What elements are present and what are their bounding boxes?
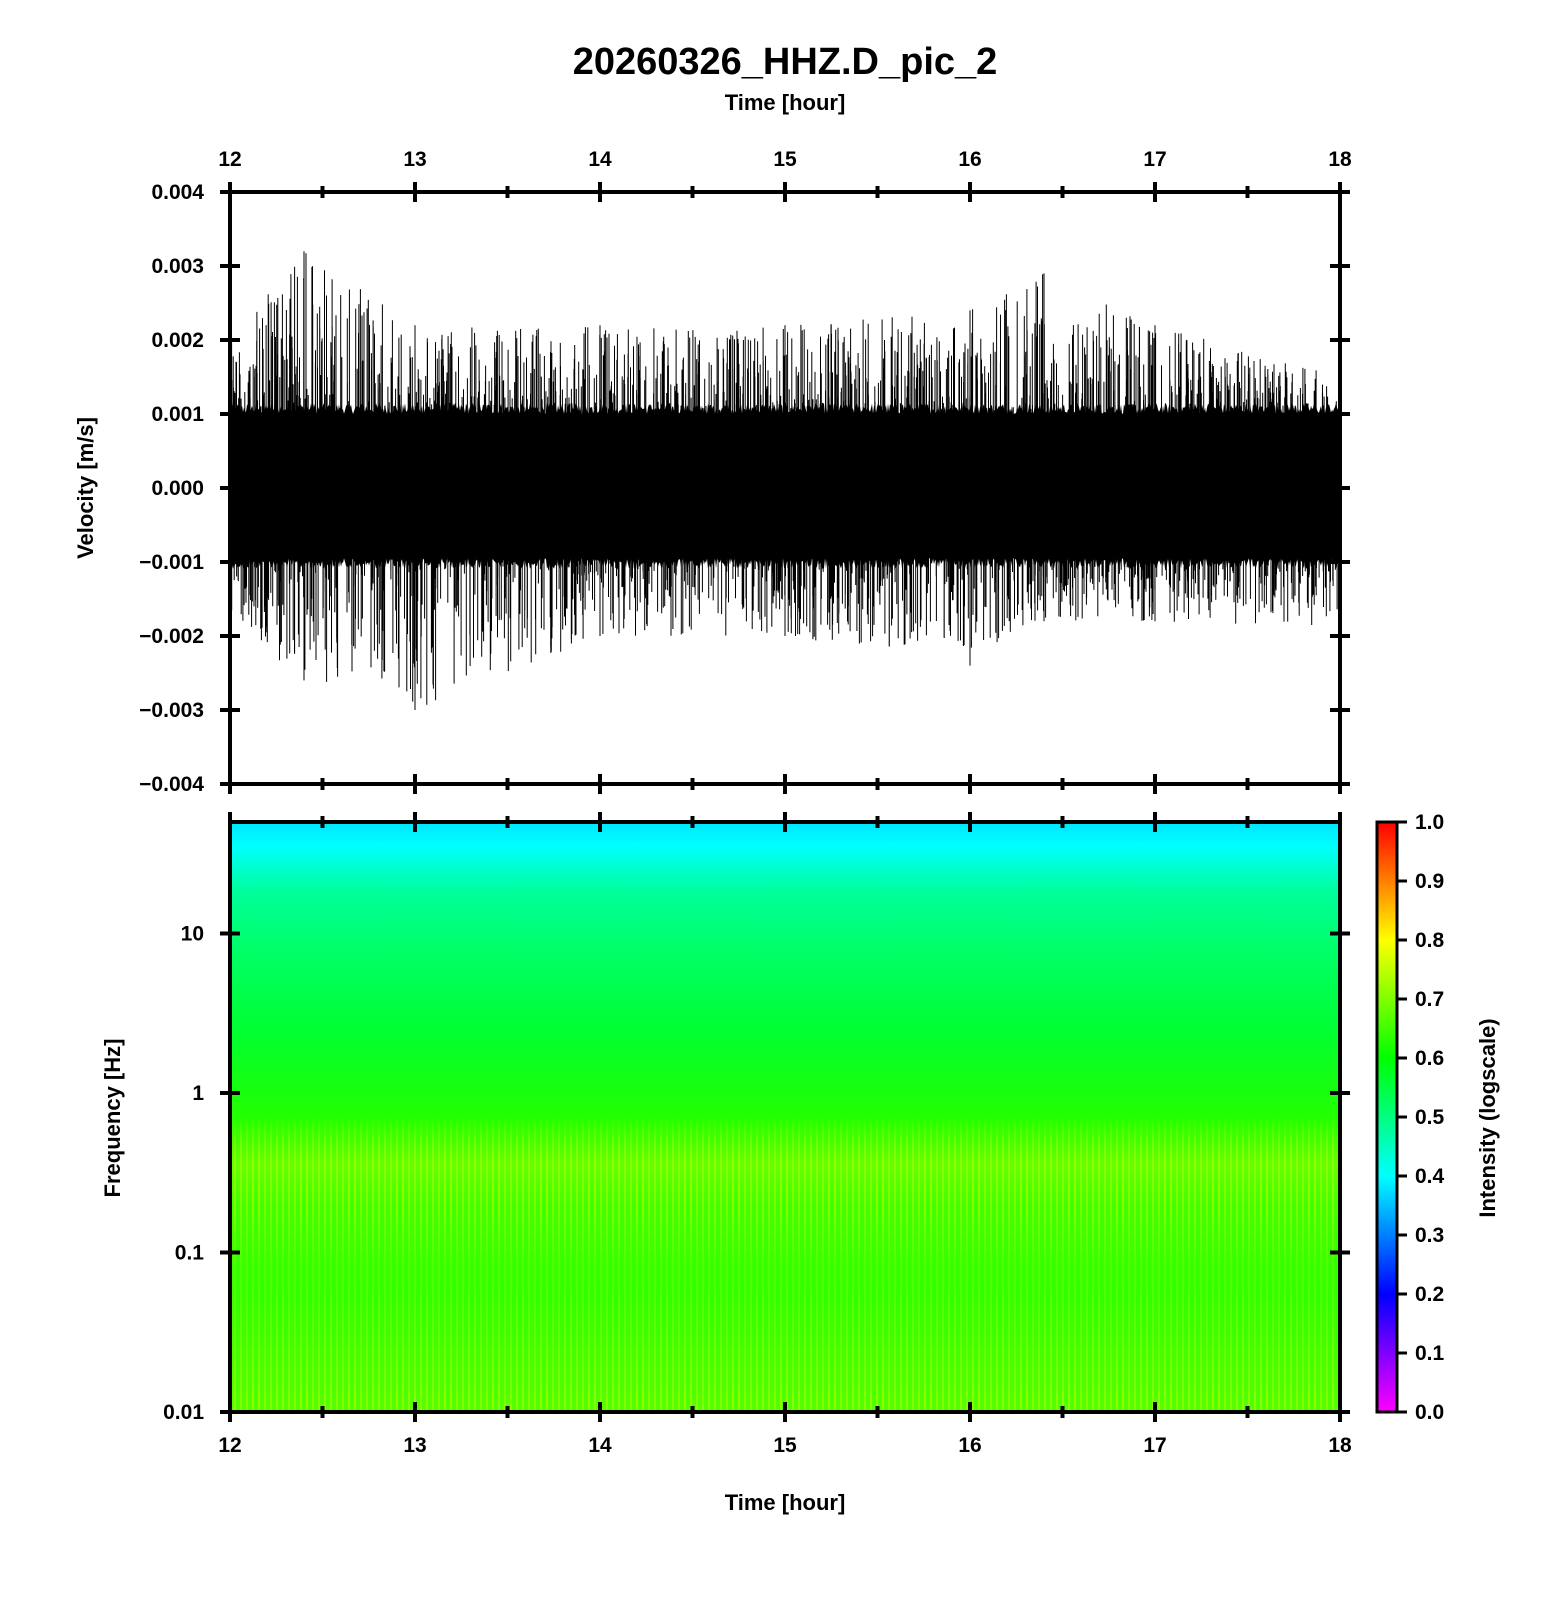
velocity-tick-label: 0.002 [151, 329, 204, 352]
colorbar-label: Intensity (logscale) [1475, 1018, 1500, 1217]
chart-title: 20260326_HHZ.D_pic_2 [573, 41, 998, 83]
frequency-y-axis-label: Frequency [Hz] [100, 1039, 125, 1198]
bottom-x-ticks: 12 13 14 15 16 17 18 [218, 812, 1352, 1457]
velocity-tick-label: −0.004 [139, 773, 204, 796]
top-x-tick-label: 18 [1328, 148, 1352, 171]
velocity-y-ticks: 0.004 0.003 0.002 0.001 0.000 −0.001 −0.002 −0.… [139, 181, 1350, 796]
frequency-tick-label: 1 [192, 1082, 204, 1105]
colorbar-tick-label: 0.8 [1415, 929, 1445, 952]
spectrogram-texture [230, 822, 1340, 1412]
colorbar-tick-label: 1.0 [1415, 811, 1444, 834]
colorbar-tick-label: 0.5 [1415, 1106, 1445, 1129]
velocity-tick-label: −0.003 [139, 699, 204, 722]
top-x-tick-label: 17 [1143, 148, 1166, 171]
frequency-y-ticks: 10 1 0.1 0.01 [163, 922, 1350, 1424]
top-x-tick-label: 13 [403, 148, 426, 171]
velocity-tick-label: −0.002 [139, 625, 204, 648]
waveform-panel: 12 13 14 15 16 17 18 0.004 0.003 0.002 0.001 0.000… [73, 148, 1352, 796]
colorbar-tick-label: 0.6 [1415, 1047, 1444, 1070]
colorbar-tick-label: 0.2 [1415, 1283, 1444, 1306]
bottom-x-tick-label: 12 [218, 1434, 241, 1457]
colorbar-ticks: 1.0 0.9 0.8 0.7 0.6 0.5 0.4 0.3 0.2 0.1 0.0 [1397, 811, 1445, 1424]
colorbar-tick-label: 0.4 [1415, 1165, 1445, 1188]
velocity-tick-label: −0.001 [139, 551, 204, 574]
top-x-tick-label: 12 [218, 148, 241, 171]
colorbar-tick-label: 0.3 [1415, 1224, 1444, 1247]
top-x-ticks: 12 13 14 15 16 17 18 [218, 148, 1352, 794]
colorbar-tick-label: 0.0 [1415, 1401, 1444, 1424]
bottom-x-axis-label: Time [hour] [725, 1490, 846, 1515]
waveform-spikes [229, 251, 1341, 710]
bottom-x-tick-label: 13 [403, 1434, 426, 1457]
velocity-tick-label: 0.003 [151, 255, 204, 278]
spectrogram-panel: 12 13 14 15 16 17 18 10 1 0.1 0.01 Frequency [Hz]… [100, 812, 1352, 1515]
frequency-tick-label: 0.01 [163, 1401, 204, 1424]
colorbar-gradient [1375, 820, 1399, 1414]
top-x-tick-label: 14 [588, 148, 612, 171]
velocity-tick-label: 0.004 [151, 181, 204, 204]
velocity-y-axis-label: Velocity [m/s] [73, 417, 98, 559]
velocity-tick-label: 0.000 [151, 477, 204, 500]
colorbar: 1.0 0.9 0.8 0.7 0.6 0.5 0.4 0.3 0.2 0.1 0.0 Intens… [1375, 811, 1500, 1424]
bottom-x-tick-label: 17 [1143, 1434, 1166, 1457]
waveform-trace [229, 251, 1341, 710]
bottom-x-tick-label: 14 [588, 1434, 612, 1457]
top-x-tick-label: 16 [958, 148, 981, 171]
top-x-axis-label: Time [hour] [725, 90, 846, 115]
bottom-x-tick-label: 16 [958, 1434, 981, 1457]
bottom-x-tick-label: 18 [1328, 1434, 1352, 1457]
colorbar-tick-label: 0.7 [1415, 988, 1444, 1011]
frequency-tick-label: 0.1 [175, 1241, 205, 1264]
frequency-tick-label: 10 [181, 922, 204, 945]
colorbar-tick-label: 0.1 [1415, 1342, 1445, 1365]
colorbar-tick-label: 0.9 [1415, 870, 1444, 893]
velocity-tick-label: 0.001 [151, 403, 204, 426]
bottom-x-tick-label: 15 [773, 1434, 797, 1457]
top-x-tick-label: 15 [773, 148, 797, 171]
